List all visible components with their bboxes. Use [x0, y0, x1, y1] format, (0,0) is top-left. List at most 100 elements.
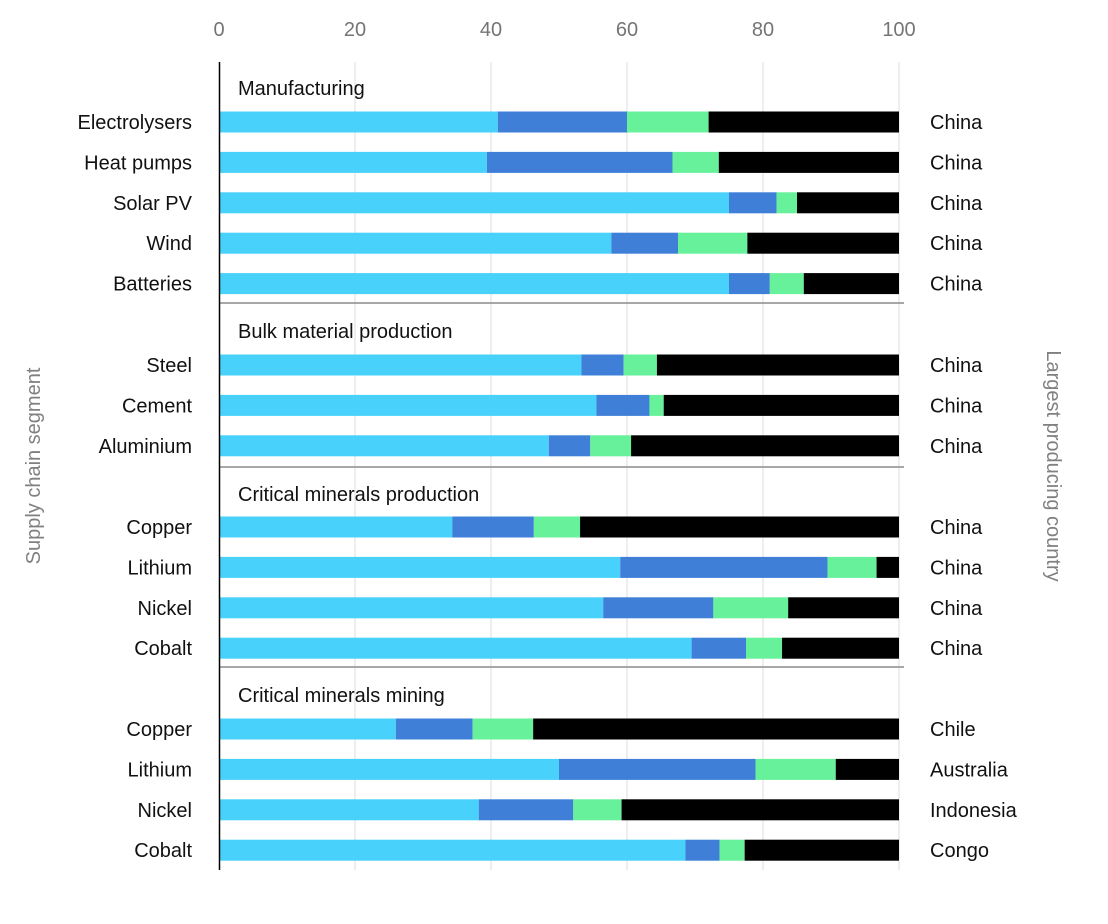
bar-segment — [497, 111, 627, 133]
bar-segment — [395, 718, 473, 740]
bar-segment — [219, 232, 612, 254]
bar-segment — [596, 394, 650, 416]
category-label: Copper — [126, 517, 192, 539]
group-label: Critical minerals production — [238, 484, 479, 506]
bar-segment — [219, 273, 729, 295]
category-label: Cement — [122, 395, 192, 417]
country-label: China — [930, 436, 983, 458]
bar-segment — [708, 111, 899, 133]
bar-segment — [219, 637, 692, 659]
bar-segment — [219, 799, 479, 821]
country-label: China — [930, 193, 983, 215]
bar-segment — [533, 516, 581, 538]
bar-segment — [219, 394, 597, 416]
group-label: Bulk material production — [238, 321, 453, 343]
country-label: China — [930, 152, 983, 174]
category-label: Cobalt — [134, 840, 192, 862]
category-label: Solar PV — [113, 193, 193, 215]
x-tick-label: 100 — [882, 19, 915, 41]
bar-segment — [656, 354, 899, 376]
category-label: Nickel — [138, 598, 192, 620]
category-label: Lithium — [128, 759, 192, 781]
bar-segment — [452, 516, 534, 538]
category-label: Heat pumps — [84, 152, 192, 174]
bar-segment — [219, 354, 582, 376]
country-label: Chile — [930, 719, 976, 741]
bar-segment — [219, 597, 604, 619]
bar-segment — [603, 597, 714, 619]
bar-segment — [685, 839, 720, 861]
bar-segment — [219, 758, 559, 780]
bar-segment — [548, 435, 591, 457]
category-label: Copper — [126, 719, 192, 741]
bar-segment — [782, 637, 899, 659]
x-tick-label: 80 — [752, 19, 774, 41]
bar-segment — [627, 111, 709, 133]
country-label: China — [930, 598, 983, 620]
bar-segment — [219, 111, 498, 133]
bar-segment — [219, 718, 396, 740]
bar-segment — [621, 799, 899, 821]
country-label: China — [930, 395, 983, 417]
country-label: China — [930, 112, 983, 134]
bar-segment — [533, 718, 899, 740]
bar-segment — [744, 839, 899, 861]
country-label: China — [930, 517, 983, 539]
group-label: Manufacturing — [238, 78, 365, 100]
bar-segment — [718, 151, 899, 173]
bar-segment — [219, 839, 686, 861]
category-label: Aluminium — [99, 436, 192, 458]
bar-segment — [876, 556, 899, 578]
bar-segment — [835, 758, 899, 780]
bar-segment — [719, 839, 745, 861]
category-label: Electrolysers — [78, 112, 192, 134]
bar-segment — [788, 597, 899, 619]
bar-segment — [827, 556, 877, 578]
category-label: Nickel — [138, 800, 192, 822]
country-label: China — [930, 638, 983, 660]
bar-segment — [590, 435, 632, 457]
bar-segment — [672, 151, 719, 173]
bar-segment — [623, 354, 657, 376]
bar-segment — [559, 758, 756, 780]
gridlines — [219, 62, 904, 870]
country-label: Indonesia — [930, 800, 1018, 822]
bar-segment — [755, 758, 836, 780]
bar-segment — [729, 273, 770, 295]
bar-segment — [219, 435, 549, 457]
bar-segment — [478, 799, 574, 821]
bar-segment — [776, 192, 797, 214]
bar-segment — [769, 273, 804, 295]
bar-segment — [691, 637, 746, 659]
bars — [219, 111, 899, 861]
bar-segment — [219, 192, 729, 214]
bar-segment — [746, 637, 783, 659]
bar-segment — [803, 273, 899, 295]
category-label: Steel — [146, 355, 192, 377]
bar-segment — [797, 192, 899, 214]
bar-segment — [631, 435, 899, 457]
country-label: China — [930, 557, 983, 579]
bar-segment — [219, 151, 487, 173]
x-tick-label: 20 — [344, 19, 366, 41]
country-label: China — [930, 233, 983, 255]
x-tick-label: 60 — [616, 19, 638, 41]
x-axis-ticks: 0 20 40 60 80 100 — [213, 19, 915, 41]
bar-segment — [713, 597, 789, 619]
category-label: Lithium — [128, 557, 192, 579]
category-label: Batteries — [113, 274, 192, 296]
y-axis-title: Supply chain segment — [23, 367, 45, 564]
country-label: Australia — [930, 759, 1009, 781]
bar-segment — [678, 232, 748, 254]
country-label: China — [930, 355, 983, 377]
x-tick-label: 0 — [213, 19, 224, 41]
bar-segment — [663, 394, 899, 416]
labels: Manufacturing Electrolysers China Heat pump… — [78, 78, 1018, 862]
bar-segment — [649, 394, 664, 416]
bar-segment — [573, 799, 622, 821]
bar-segment — [219, 556, 621, 578]
bar-segment — [611, 232, 678, 254]
x-tick-label: 40 — [480, 19, 502, 41]
bar-segment — [580, 516, 899, 538]
